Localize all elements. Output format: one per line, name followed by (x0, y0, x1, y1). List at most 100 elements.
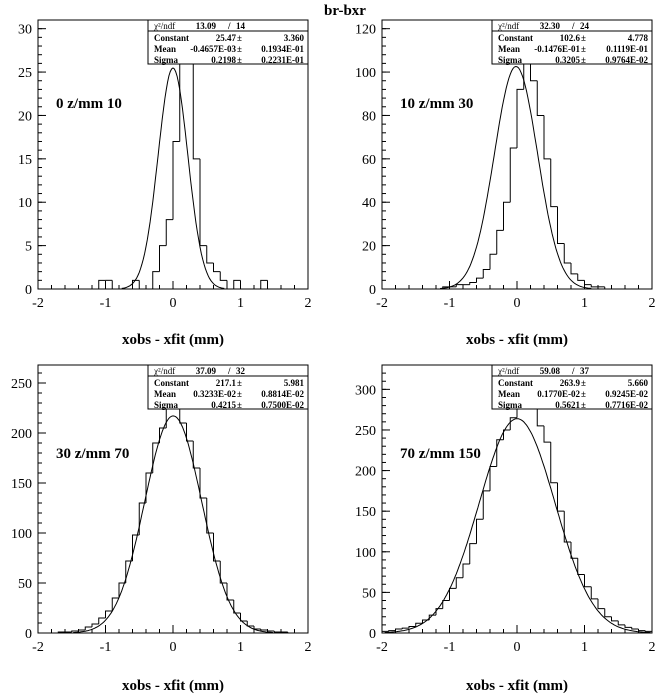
histogram-bin (563, 511, 571, 543)
histogram-bin (557, 482, 565, 512)
histogram-bin (233, 600, 241, 614)
histogram-bin (476, 277, 484, 283)
chi2-value: 37.09 (196, 366, 217, 376)
stats-row-pm: ± (237, 400, 242, 410)
histogram-bin (415, 622, 423, 627)
x-tick-label: 1 (237, 640, 244, 655)
y-tick-label: 150 (11, 477, 32, 492)
histogram-bin (435, 608, 443, 616)
y-tick-label: 60 (362, 153, 376, 168)
stats-row-error: 0.7500E-02 (261, 400, 304, 410)
histogram-bin (543, 425, 551, 443)
stats-row-name: Sigma (154, 400, 179, 410)
histogram-bin (543, 115, 551, 160)
stats-box-frame (147, 364, 309, 410)
x-tick-label: 0 (514, 296, 521, 311)
histogram-bin (496, 439, 504, 467)
histogram-bin (199, 158, 207, 247)
stats-row-name: Sigma (498, 55, 523, 65)
gaussian-fit-curve (384, 418, 651, 634)
histogram-bin (253, 626, 261, 630)
histogram-bin (503, 429, 511, 440)
histogram-bin (590, 284, 598, 288)
histogram-bin (165, 219, 173, 246)
stats-row-error: 4.778 (628, 33, 649, 43)
stats-row-pm: ± (581, 33, 586, 43)
x-tick-label: 0 (514, 640, 521, 655)
histogram-bin (260, 279, 268, 289)
histogram-bin (644, 630, 653, 633)
y-tick-label: 150 (355, 505, 376, 520)
stats-row-pm: ± (237, 389, 242, 399)
stats-row-pm: ± (581, 378, 586, 388)
x-tick-label: 2 (305, 640, 312, 655)
histogram-bin (111, 280, 119, 290)
stats-row-value: 0.2198 (211, 55, 236, 65)
histogram-bin (570, 542, 578, 559)
chi2-label: χ²/ndf (497, 21, 519, 31)
x-tick-label: -1 (444, 296, 456, 311)
x-tick-label: 1 (581, 296, 588, 311)
histogram-bin (449, 587, 457, 601)
chi2-slash: / (227, 366, 231, 376)
stats-row-name: Sigma (154, 55, 179, 65)
histogram-bin (469, 543, 477, 564)
ndf-value: 14 (236, 21, 246, 31)
histogram-bin (401, 627, 409, 629)
histogram-bin (469, 281, 477, 285)
histogram-bin (617, 620, 625, 626)
histogram-bin (287, 632, 295, 634)
histogram-bin (145, 472, 153, 503)
y-tick-label: 250 (355, 424, 376, 439)
histogram-bin (604, 608, 612, 618)
chi2-slash: / (571, 366, 575, 376)
histogram-bin (455, 284, 463, 287)
histogram-bin (267, 280, 275, 290)
histogram-bin (442, 600, 450, 609)
y-tick-label: 100 (355, 66, 376, 81)
z-range-annotation: 70 z/mm 150 (400, 446, 481, 462)
stats-row-value: 25.47 (216, 33, 237, 43)
x-tick-label: -2 (32, 640, 44, 655)
stats-row-value: 102.6 (560, 33, 581, 43)
histogram-bin (192, 63, 200, 160)
gaussian-fit-curve (440, 65, 592, 289)
stats-row-pm: ± (581, 400, 586, 410)
stats-row-error: 0.1934E-01 (261, 44, 304, 54)
stats-box-frame (491, 364, 653, 410)
stats-row-value: -0.4657E-03 (190, 44, 236, 54)
histogram-bin (219, 271, 227, 281)
y-tick-label: 100 (11, 527, 32, 542)
stats-row-value: 263.9 (560, 378, 581, 388)
x-tick-label: -2 (376, 296, 388, 311)
histogram-bin (152, 442, 160, 473)
ndf-value: 24 (580, 21, 590, 31)
stats-box-frame (491, 19, 653, 65)
histogram-bin (395, 628, 403, 631)
histogram-bin (132, 534, 140, 561)
histogram-bin (550, 158, 558, 208)
x-tick-label: -1 (100, 296, 112, 311)
histogram-bin (381, 630, 389, 633)
x-tick-label: 1 (237, 296, 244, 311)
histogram-bin (550, 442, 558, 484)
stats-row-error: 0.7716E-02 (605, 400, 648, 410)
histogram-bin (557, 206, 565, 244)
histogram-bin (584, 280, 592, 286)
histogram-bin (159, 245, 167, 272)
x-tick-label: 2 (649, 640, 656, 655)
z-range-annotation: 0 z/mm 10 (56, 96, 122, 112)
stats-row-error: 0.1119E-01 (606, 44, 648, 54)
stats-row-value: 0.3233E-02 (193, 389, 236, 399)
histogram-bin (509, 147, 517, 203)
histogram-bin (71, 630, 79, 632)
y-tick-label: 300 (355, 383, 376, 398)
y-tick-label: 100 (355, 546, 376, 561)
histogram-bin (638, 628, 646, 632)
histogram-bin (611, 616, 619, 622)
histogram-bin (233, 279, 241, 289)
histogram-bin (179, 407, 187, 424)
stats-row-error: 3.360 (284, 33, 305, 43)
